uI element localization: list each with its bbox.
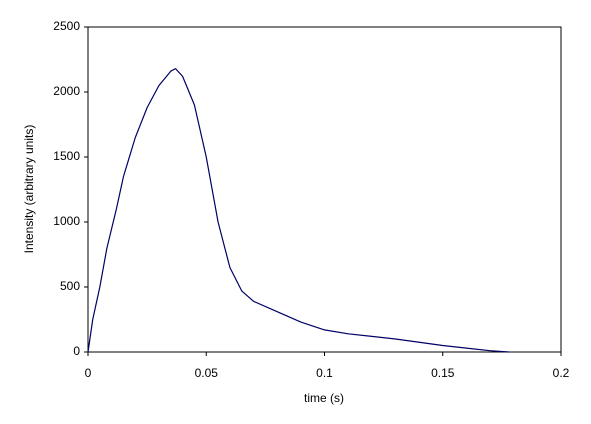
- y-tick-label: 1500: [53, 149, 80, 163]
- plot-area: [87, 26, 562, 353]
- x-tick-label: 0.05: [195, 366, 219, 380]
- y-tick-label: 0: [73, 344, 80, 358]
- y-tick-label: 500: [60, 279, 80, 293]
- x-tick-label: 0.2: [553, 366, 570, 380]
- data-line: [87, 68, 510, 353]
- y-tick-label: 2500: [53, 19, 80, 33]
- x-tick-label: 0.15: [431, 366, 455, 380]
- x-tick-label: 0: [85, 366, 92, 380]
- y-tick-label: 2000: [53, 84, 80, 98]
- x-tick-label: 0.1: [316, 366, 333, 380]
- y-tick-label: 1000: [53, 214, 80, 228]
- x-axis-label: time (s): [304, 391, 344, 405]
- y-axis-label: Intensity (arbitrary units): [22, 125, 36, 254]
